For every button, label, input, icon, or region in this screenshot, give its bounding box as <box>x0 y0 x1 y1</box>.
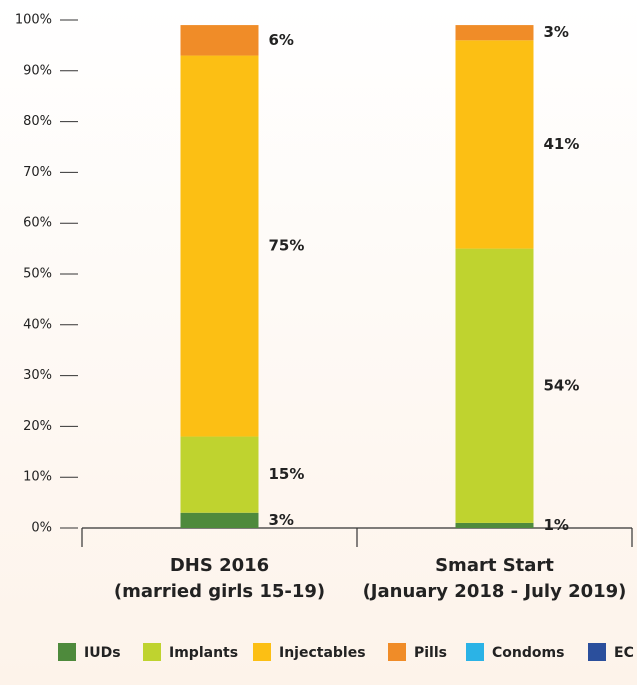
y-tick-label: 10% <box>23 470 52 485</box>
legend-label: Implants <box>169 645 238 661</box>
legend-swatch <box>253 643 271 661</box>
data-label: 15% <box>269 465 305 483</box>
x-tick-label: Smart Start <box>435 555 554 576</box>
y-tick-label: 50% <box>23 267 52 282</box>
data-label: 41% <box>544 135 580 153</box>
y-tick-label: 90% <box>23 63 52 78</box>
legend-swatch <box>588 643 606 661</box>
data-label: 3% <box>269 511 294 529</box>
bar-segment <box>455 522 534 528</box>
x-tick-label: DHS 2016 <box>170 555 269 576</box>
bar-segment <box>180 25 259 56</box>
bar-segment <box>455 248 534 523</box>
legend-swatch <box>466 643 484 661</box>
y-tick-label: 70% <box>23 165 52 180</box>
y-tick-label: 40% <box>23 317 52 332</box>
data-label: 1% <box>544 516 569 534</box>
data-label: 54% <box>544 376 580 394</box>
legend-swatch <box>388 643 406 661</box>
bar-segment <box>180 512 259 528</box>
y-tick-label: 30% <box>23 368 52 383</box>
legend-swatch <box>143 643 161 661</box>
data-label: 6% <box>269 31 294 49</box>
y-tick-label: 20% <box>23 419 52 434</box>
y-tick-label: 60% <box>23 216 52 231</box>
bar-segment <box>180 436 259 513</box>
x-tick-label: (January 2018 - July 2019) <box>363 581 627 602</box>
bar-segment <box>455 25 534 41</box>
y-tick-label: 0% <box>31 521 52 536</box>
y-tick-label: 80% <box>23 114 52 129</box>
data-label: 3% <box>544 23 569 41</box>
legend-label: EC <box>614 645 634 661</box>
legend-swatch <box>58 643 76 661</box>
x-tick-label: (married girls 15-19) <box>114 581 325 602</box>
data-label: 75% <box>269 237 305 255</box>
legend-label: Condoms <box>492 645 564 661</box>
legend-label: Injectables <box>279 645 366 661</box>
legend-label: IUDs <box>84 645 121 661</box>
legend-label: Pills <box>414 645 447 661</box>
y-tick-label: 100% <box>15 13 52 28</box>
bar-segment <box>455 40 534 249</box>
bar-segment <box>180 55 259 437</box>
